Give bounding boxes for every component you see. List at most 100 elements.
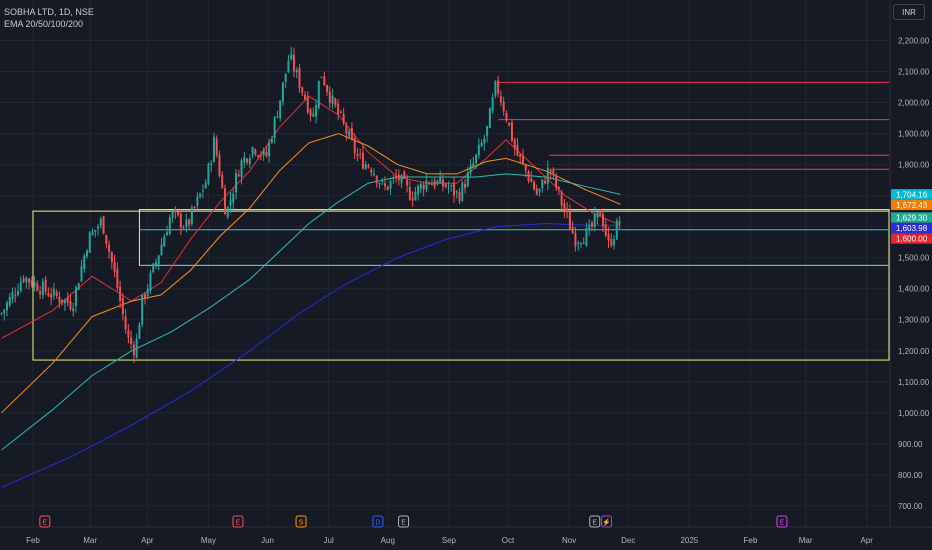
candle-body[interactable]: [494, 80, 497, 96]
candle-body[interactable]: [602, 214, 605, 227]
candle-body[interactable]: [215, 139, 218, 156]
candle-body[interactable]: [364, 163, 367, 170]
currency-button[interactable]: INR: [893, 4, 925, 20]
candle-body[interactable]: [505, 113, 508, 121]
candle-body[interactable]: [408, 187, 411, 200]
candle-body[interactable]: [499, 96, 502, 103]
candle-body[interactable]: [475, 154, 478, 164]
candle-body[interactable]: [422, 184, 425, 190]
candle-body[interactable]: [381, 181, 384, 183]
candle-body[interactable]: [516, 145, 519, 156]
candle-body[interactable]: [453, 182, 456, 196]
candle-body[interactable]: [83, 255, 86, 269]
candle-body[interactable]: [477, 144, 480, 156]
candle-body[interactable]: [544, 180, 547, 184]
candle-body[interactable]: [276, 116, 279, 118]
event-marker[interactable]: E: [776, 515, 788, 528]
candle-body[interactable]: [5, 302, 8, 311]
candle-body[interactable]: [298, 68, 301, 89]
candle-body[interactable]: [464, 183, 467, 188]
candle-body[interactable]: [384, 183, 387, 187]
candle-body[interactable]: [207, 164, 210, 184]
zone-rectangle[interactable]: [138, 209, 890, 266]
candle-body[interactable]: [295, 69, 298, 73]
candle-body[interactable]: [372, 173, 375, 176]
candle-body[interactable]: [210, 162, 213, 165]
candle-body[interactable]: [188, 219, 191, 225]
candle-body[interactable]: [450, 185, 453, 187]
candle-body[interactable]: [582, 242, 585, 245]
candle-body[interactable]: [174, 209, 177, 212]
candle-body[interactable]: [530, 178, 533, 183]
event-marker[interactable]: E: [232, 515, 244, 528]
candle-body[interactable]: [320, 76, 323, 78]
candle-body[interactable]: [395, 176, 398, 178]
candle-body[interactable]: [235, 173, 238, 193]
candle-body[interactable]: [8, 296, 11, 306]
candle-body[interactable]: [163, 236, 166, 247]
candle-body[interactable]: [160, 244, 163, 256]
candle-body[interactable]: [367, 165, 370, 168]
candle-body[interactable]: [439, 176, 442, 184]
event-marker[interactable]: E: [398, 515, 410, 528]
candle-body[interactable]: [323, 76, 326, 86]
candle-body[interactable]: [41, 281, 44, 296]
candle-body[interactable]: [596, 211, 599, 218]
candle-body[interactable]: [328, 91, 331, 103]
candle-body[interactable]: [105, 234, 108, 244]
candle-body[interactable]: [223, 188, 226, 215]
candle-body[interactable]: [193, 206, 196, 208]
candle-body[interactable]: [284, 73, 287, 83]
event-marker[interactable]: S: [295, 515, 307, 528]
candle-body[interactable]: [55, 291, 58, 296]
candle-body[interactable]: [400, 174, 403, 184]
candle-body[interactable]: [348, 131, 351, 137]
candle-body[interactable]: [130, 337, 133, 344]
candle-body[interactable]: [441, 179, 444, 187]
candle-body[interactable]: [132, 344, 135, 356]
candle-body[interactable]: [618, 220, 621, 224]
candle-body[interactable]: [141, 294, 144, 325]
candle-body[interactable]: [491, 97, 494, 112]
candle-body[interactable]: [143, 293, 146, 299]
candle-body[interactable]: [138, 324, 141, 339]
candle-body[interactable]: [279, 100, 282, 119]
candle-body[interactable]: [356, 154, 359, 156]
candle-body[interactable]: [566, 208, 569, 213]
candle-body[interactable]: [3, 309, 6, 314]
candle-body[interactable]: [560, 192, 563, 206]
candle-body[interactable]: [303, 95, 306, 100]
candlesticks[interactable]: [0, 46, 621, 363]
candle-body[interactable]: [577, 242, 580, 244]
candle-body[interactable]: [218, 155, 221, 177]
candle-body[interactable]: [248, 158, 251, 165]
candle-body[interactable]: [568, 212, 571, 230]
candle-body[interactable]: [455, 191, 458, 193]
candle-body[interactable]: [22, 278, 25, 282]
candle-body[interactable]: [345, 124, 348, 134]
candle-body[interactable]: [281, 82, 284, 102]
candle-body[interactable]: [312, 113, 315, 117]
candle-body[interactable]: [361, 152, 364, 169]
candle-body[interactable]: [102, 216, 105, 234]
candle-body[interactable]: [541, 179, 544, 189]
candle-body[interactable]: [110, 252, 113, 263]
candle-body[interactable]: [334, 98, 337, 106]
candle-body[interactable]: [268, 142, 271, 157]
candle-body[interactable]: [177, 212, 180, 216]
candle-body[interactable]: [14, 294, 17, 296]
candle-body[interactable]: [461, 182, 464, 201]
candle-body[interactable]: [353, 137, 356, 153]
candle-body[interactable]: [309, 109, 312, 116]
candle-body[interactable]: [97, 226, 100, 229]
candle-body[interactable]: [273, 117, 276, 138]
candle-body[interactable]: [171, 211, 174, 218]
candle-body[interactable]: [375, 175, 378, 184]
candle-body[interactable]: [74, 287, 77, 307]
candle-body[interactable]: [480, 142, 483, 147]
candle-body[interactable]: [237, 174, 240, 177]
candle-body[interactable]: [430, 183, 433, 186]
zone-rectangles[interactable]: [32, 209, 890, 361]
candle-body[interactable]: [270, 138, 273, 143]
